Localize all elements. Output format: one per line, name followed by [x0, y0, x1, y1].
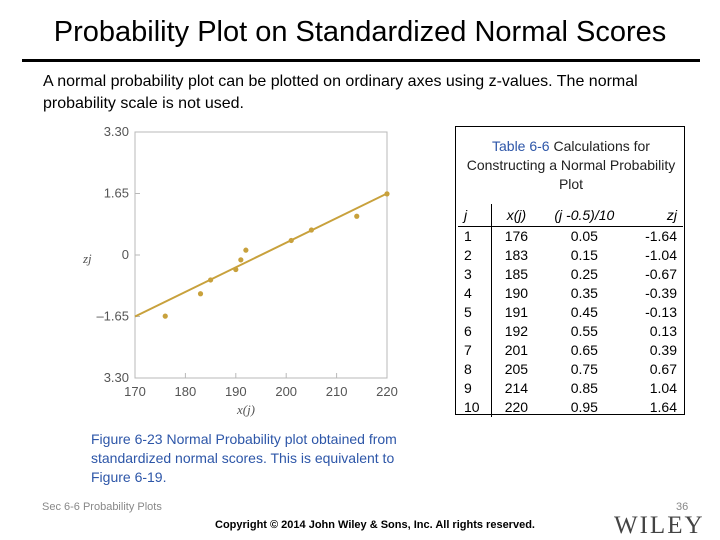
header-xj: x(j) [491, 204, 541, 227]
table-caption: Table 6-6 Calculations for Constructing … [456, 137, 686, 194]
table-row: 8 205 0.75 0.67 [458, 360, 683, 379]
data-point [354, 213, 360, 219]
cell-j: 4 [458, 284, 493, 303]
header-zj: zj [628, 204, 683, 227]
page-number: 36 [676, 501, 689, 513]
data-point [238, 257, 244, 263]
cell-plotting-position: 0.65 [570, 342, 598, 358]
data-point [197, 291, 204, 297]
table-row: 1 176 0.05 -1.64 [458, 226, 683, 246]
y-tick-label: 3.30 [104, 124, 129, 139]
cell-plotting-position: 0.45 [570, 304, 598, 320]
cell-zj: 1.04 [649, 380, 677, 396]
cell-plotting-position: 0.15 [570, 247, 598, 263]
y-tick-label: 1.65 [104, 186, 129, 201]
cell-j: 3 [458, 265, 493, 284]
cell-xj: 192 [504, 323, 529, 339]
table-row: 9 214 0.85 1.04 [458, 379, 683, 398]
y-axis-label: zj [82, 251, 92, 266]
cell-zj: 1.64 [649, 399, 677, 415]
data-point [162, 313, 168, 319]
cell-xj: 220 [504, 399, 529, 415]
table-row: 2 183 0.15 -1.04 [458, 246, 683, 265]
footer-section: Sec 6-6 Probability Plots [42, 501, 162, 513]
cell-xj: 190 [504, 285, 529, 301]
cell-j: 7 [458, 341, 493, 360]
cell-zj: 0.13 [649, 323, 677, 339]
x-tick-label: 170 [124, 384, 146, 399]
cell-plotting-position: 0.35 [570, 285, 598, 301]
cell-plotting-position: 0.75 [570, 361, 598, 377]
x-tick-label: 210 [326, 384, 348, 399]
cell-plotting-position: 0.25 [570, 266, 598, 282]
x-tick-label: 180 [175, 384, 197, 399]
cell-zj: -0.39 [645, 285, 677, 301]
cell-xj: 214 [504, 380, 529, 396]
cell-plotting-position: 0.55 [570, 323, 598, 339]
table-row: 6 192 0.55 0.13 [458, 322, 683, 341]
calculation-table: j x(j) (j -0.5)/10 zj 1 176 0.05 -1.64 2 183 0… [458, 204, 683, 417]
cell-zj: 0.39 [649, 342, 677, 358]
wiley-logo: WILEY [614, 512, 705, 539]
cell-xj: 185 [504, 266, 529, 282]
x-tick-label: 190 [225, 384, 247, 399]
x-tick-label: 200 [275, 384, 297, 399]
probability-plot-chart: 170 180 190 200 210 220 3.30 1.65 0 –1.65 3.30 x(j)… [82, 124, 398, 417]
cell-plotting-position: 0.85 [570, 380, 598, 396]
data-point [208, 277, 214, 283]
y-tick-label: 3.30 [104, 370, 129, 385]
y-tick-label: 0 [122, 247, 129, 262]
cell-j: 5 [458, 303, 493, 322]
cell-zj: 0.67 [649, 361, 677, 377]
figure-caption: Figure 6-23 Normal Probability plot obta… [91, 431, 397, 485]
data-point [243, 247, 249, 253]
data-point [288, 237, 294, 244]
fit-line [134, 192, 388, 318]
table-header-row: j x(j) (j -0.5)/10 zj [458, 204, 683, 227]
header-j: j [458, 204, 493, 227]
table-row: 3 185 0.25 -0.67 [458, 265, 683, 284]
cell-j: 1 [458, 226, 493, 246]
data-point [308, 227, 314, 233]
cell-j: 6 [458, 322, 493, 341]
cell-j: 9 [458, 379, 493, 398]
data-point [233, 266, 239, 273]
title-divider [22, 59, 700, 62]
cell-j: 2 [458, 246, 493, 265]
table-row: 4 190 0.35 -0.39 [458, 284, 683, 303]
cell-j: 10 [458, 398, 493, 417]
cell-plotting-position: 0.95 [570, 399, 598, 415]
table-row: 5 191 0.45 -0.13 [458, 303, 683, 322]
table-label: Table 6-6 [492, 138, 550, 154]
cell-zj: -0.13 [645, 304, 677, 320]
slide-title: Probability Plot on Standardized Normal … [53, 16, 667, 48]
cell-zj: -1.64 [645, 228, 677, 244]
table-caption-text: Calculations for Constructing a Normal P… [466, 138, 676, 192]
intro-text: A normal probability plot can be plotted… [43, 73, 638, 112]
calculation-table-panel: Table 6-6 Calculations for Constructing … [455, 126, 686, 417]
x-tick-label: 220 [376, 384, 398, 399]
data-point [384, 191, 390, 197]
cell-xj: 205 [504, 361, 529, 377]
cell-xj: 176 [504, 228, 529, 244]
table-row: 7 201 0.65 0.39 [458, 341, 683, 360]
cell-zj: -1.04 [645, 247, 677, 263]
header-plotting-position: (j -0.5)/10 [540, 204, 629, 227]
cell-plotting-position: 0.05 [570, 228, 598, 244]
y-tick-label: –1.65 [96, 309, 129, 324]
cell-xj: 183 [504, 247, 529, 263]
cell-xj: 201 [504, 342, 529, 358]
x-axis-label: x(j) [236, 402, 255, 417]
cell-xj: 191 [504, 304, 529, 320]
copyright-notice: Copyright © 2014 John Wiley & Sons, Inc.… [215, 519, 535, 531]
cell-zj: -0.67 [645, 266, 677, 282]
table-row: 10 220 0.95 1.64 [458, 398, 683, 417]
cell-j: 8 [458, 360, 493, 379]
